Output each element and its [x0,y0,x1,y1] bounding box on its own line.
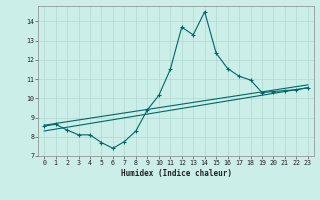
X-axis label: Humidex (Indice chaleur): Humidex (Indice chaleur) [121,169,231,178]
